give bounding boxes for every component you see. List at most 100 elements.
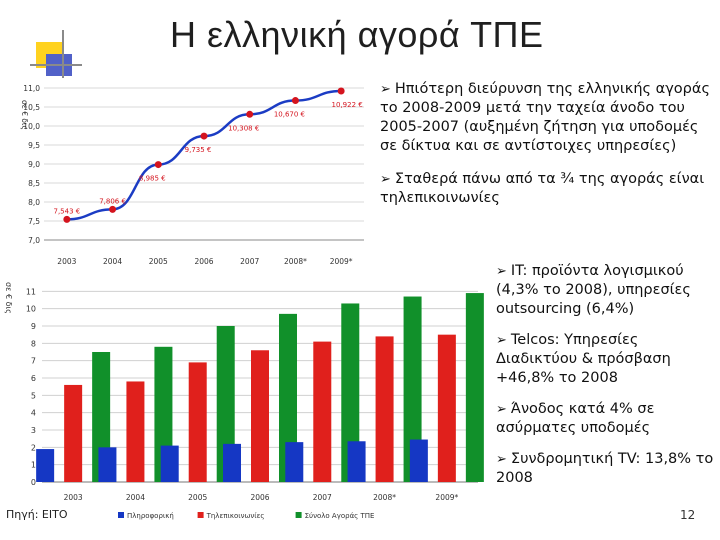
bullet-text: Σταθερά πάνω από τα ¾ της αγοράς είναι τ… [380,171,705,206]
bullet-item: ➢ IT: προϊόντα λογισμικού (4,3% το 2008),… [496,262,716,319]
bullet-item: ➢ Telcos: Υπηρεσίες Διαδικτύου & πρόσβαση… [496,331,716,388]
y-tick-label: 7 [31,357,36,366]
bar [98,447,117,482]
y-tick-label: 0 [31,478,36,487]
legend-label: Τηλεπικοινωνίες [206,512,265,520]
bar [216,326,235,482]
x-tick-label: 2006 [250,493,269,502]
bullet-item: ➢ Συνδρομητική TV: 13,8% το 2008 [496,450,716,488]
arrow-bullet-icon: ➢ [380,172,391,187]
bullet-item: ➢ Ηπιότερη διεύρυνση της ελληνικής αγοράς… [380,80,710,156]
y-tick-label: 4 [31,409,36,418]
y-tick-label: 5 [31,391,36,400]
data-point [154,161,162,169]
bar-chart: 0 1 2 3 4 5 6 7 8 9 10 11 σε € δις 2003 2004 2005 2006 20… [0,268,490,526]
x-tick-label: 2003 [64,493,83,502]
data-point [109,205,117,213]
arrow-bullet-icon: ➢ [496,333,507,348]
x-tick-label: 2005 [149,257,168,266]
bar [341,303,360,482]
arrow-bullet-icon: ➢ [496,452,507,467]
x-tick-label: 2009* [435,493,458,502]
page-title: Η ελληνική αγορά ΤΠΕ [170,14,544,55]
bar [36,449,55,482]
y-axis-label: σε € δις [4,282,13,314]
y-tick-label: 11,0 [23,84,40,93]
data-point [200,132,208,140]
bullet-list-top: ➢ Ηπιότερη διεύρυνση της ελληνικής αγοράς… [380,80,710,220]
bullet-item: ➢ Άνοδος κατά 4% σε ασύρματες υποδομές [496,400,716,438]
bar [375,336,394,482]
arrow-bullet-icon: ➢ [380,82,391,97]
y-tick-label: 1 [31,461,36,470]
x-tick-label: 2007 [240,257,259,266]
bullet-list-bottom: ➢ IT: προϊόντα λογισμικού (4,3% το 2008),… [496,262,716,500]
bar [64,384,83,482]
y-tick-label: 10 [26,305,36,314]
y-tick-label: 10,0 [23,122,40,131]
decor-horizontal-line [30,64,82,66]
bar [465,293,484,482]
y-tick-label: 9,5 [28,141,40,150]
x-tick-label: 2003 [57,257,76,266]
bullet-item: ➢ Σταθερά πάνω από τα ¾ της αγοράς είναι … [380,170,710,208]
y-tick-label: 10,5 [23,103,40,112]
legend-label: Σύνολο Αγοράς ΤΠΕ [305,512,375,520]
arrow-bullet-icon: ➢ [496,402,507,417]
bullet-text: Ηπιότερη διεύρυνση της ελληνικής αγοράς … [380,81,710,154]
bar [223,443,241,482]
y-tick-label: 3 [31,426,36,435]
source-label: Πηγή: EITO [6,508,68,521]
bar [126,381,145,482]
bar [285,442,304,482]
legend-label: Πληροφορική [127,512,174,520]
data-label: 10,308 € [228,124,259,132]
bar-chart-svg: 0 1 2 3 4 5 6 7 8 9 10 11 σε € δις 2003 2004 2005 2006 20… [4,282,484,520]
arrow-bullet-icon: ➢ [496,264,507,279]
bar [313,341,332,482]
y-tick-label: 9 [31,322,36,331]
bar [437,334,456,482]
data-point [337,87,345,95]
y-tick-label: 8 [31,339,36,348]
x-tick-label: 2009* [330,257,353,266]
y-tick-label: 11 [26,287,36,296]
bar [403,296,422,482]
y-axis-label: σε € δις [20,100,29,130]
bar [409,439,428,482]
x-tick-label: 2008* [373,493,396,502]
y-tick-label: 9,0 [28,160,40,169]
data-label: 10,670 € [274,111,305,119]
data-point [291,97,299,105]
x-tick-label: 2008* [284,257,307,266]
data-label: 10,922 € [332,101,363,109]
y-tick-label: 2 [31,443,36,452]
x-tick-label: 2006 [194,257,213,266]
y-tick-label: 7,0 [28,236,40,245]
x-tick-label: 2007 [313,493,332,502]
legend-swatch [118,512,124,518]
bar [347,441,366,482]
page-number: 12 [680,508,696,522]
data-label: 9,735 € [185,146,212,154]
y-tick-label: 8,0 [28,198,40,207]
bullet-text: Telcos: Υπηρεσίες Διαδικτύου & πρόσβαση … [496,332,671,386]
y-tick-label: 8,5 [28,179,40,188]
data-label: 7,806 € [99,197,126,205]
x-tick-label: 2005 [188,493,207,502]
bullet-text: Άνοδος κατά 4% σε ασύρματες υποδομές [496,401,655,436]
bar [251,350,269,482]
bullet-text: IT: προϊόντα λογισμικού (4,3% το 2008), … [496,263,691,317]
data-label: 8,985 € [139,175,166,183]
decor-vertical-line [62,30,64,80]
y-tick-label: 6 [31,374,36,383]
x-tick-label: 2004 [103,257,122,266]
bullet-text: Συνδρομητική TV: 13,8% το 2008 [496,451,714,486]
y-tick-label: 7,5 [28,217,40,226]
data-point [63,215,71,223]
bar [279,313,297,482]
legend-swatch [197,512,204,518]
line-chart: 7,0 7,5 8,0 8,5 9,0 9,5 10,0 10,5 11,0 σε € δις 20… [14,78,374,270]
bar [160,445,179,482]
bar [188,362,207,482]
